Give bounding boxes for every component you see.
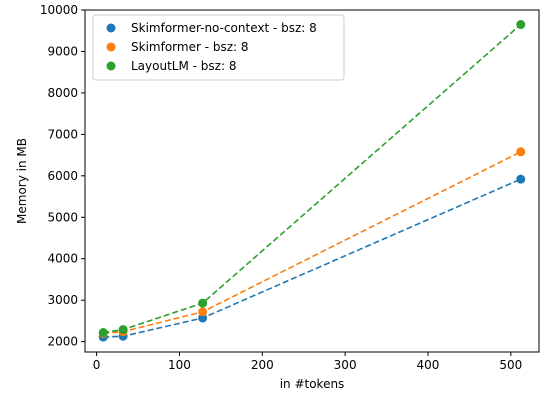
legend-marker	[106, 23, 116, 33]
data-point	[516, 20, 526, 30]
x-axis-ticks: 0 100 200 300 400 500	[93, 352, 522, 372]
series-line-1	[103, 151, 522, 335]
y-tick-label: 6000	[47, 169, 78, 183]
legend: Skimformer-no-context - bsz: 8 Skimformer…	[92, 14, 345, 81]
data-point	[198, 313, 208, 323]
series-points	[98, 20, 526, 342]
legend-marker	[106, 42, 116, 52]
y-axis-ticks: 2000 3000 4000 5000 6000 7000 8000 9000 10000	[40, 3, 85, 349]
y-tick-label: 9000	[47, 44, 78, 58]
x-tick-label: 200	[251, 358, 274, 372]
series-lines	[103, 23, 522, 338]
data-point	[198, 307, 208, 317]
y-tick-label: 2000	[47, 335, 78, 349]
legend-label: LayoutLM - bsz: 8	[131, 59, 236, 73]
legend-marker	[106, 61, 116, 71]
x-tick-label: 100	[168, 358, 191, 372]
data-point	[98, 328, 108, 338]
data-point	[198, 298, 208, 308]
y-tick-label: 3000	[47, 293, 78, 307]
x-axis-label: in #tokens	[280, 377, 345, 391]
y-tick-label: 7000	[47, 127, 78, 141]
x-tick-label: 500	[499, 358, 522, 372]
y-tick-label: 10000	[40, 3, 78, 17]
x-tick-label: 300	[334, 358, 357, 372]
y-tick-label: 8000	[47, 86, 78, 100]
x-tick-label: 400	[417, 358, 440, 372]
legend-label: Skimformer - bsz: 8	[131, 40, 249, 54]
series-line-2	[103, 23, 522, 334]
y-tick-label: 4000	[47, 252, 78, 266]
axes-frame	[84, 9, 540, 353]
y-axis-label: Memory in MB	[15, 138, 29, 224]
data-point	[516, 147, 526, 157]
data-point	[118, 325, 128, 335]
x-tick-label: 0	[93, 358, 101, 372]
y-tick-label: 5000	[47, 210, 78, 224]
series-line-0	[103, 178, 522, 338]
data-point	[516, 174, 526, 184]
legend-label: Skimformer-no-context - bsz: 8	[131, 21, 317, 35]
legend-box	[92, 14, 345, 81]
